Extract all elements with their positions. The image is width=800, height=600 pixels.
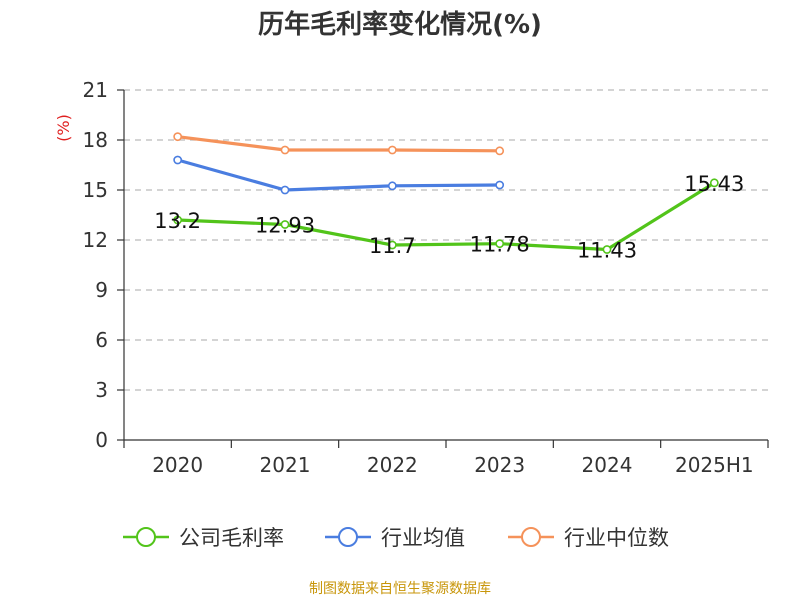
data-label: 11.43 xyxy=(577,239,637,263)
data-point xyxy=(173,132,183,142)
y-tick-label: 6 xyxy=(95,328,108,352)
data-point xyxy=(387,145,397,155)
data-point xyxy=(173,215,183,225)
legend-marker xyxy=(136,527,156,547)
y-tick-label: 12 xyxy=(83,228,108,252)
data-point xyxy=(602,245,612,254)
x-axis-ticks: 2020 2021 2022 2023 2024 2025H1 xyxy=(123,440,769,477)
x-tick-label: 2023 xyxy=(474,453,525,477)
chart-title: 历年毛利率变化情况(%) xyxy=(258,10,542,40)
series-line xyxy=(177,158,500,192)
x-tick-label: 2020 xyxy=(152,453,203,477)
y-tick-label: 9 xyxy=(95,278,108,302)
data-point xyxy=(280,145,290,155)
data-point xyxy=(495,146,505,156)
series-line xyxy=(177,181,716,252)
data-point xyxy=(387,240,397,250)
y-axis-unit-label: (%) xyxy=(54,114,73,142)
series-group xyxy=(173,132,719,254)
x-tick-label: 2022 xyxy=(367,453,418,477)
y-tick-label: 3 xyxy=(95,378,108,402)
data-point xyxy=(280,185,290,195)
x-tick-label: 2025H1 xyxy=(675,453,754,477)
y-tick-label: 0 xyxy=(95,428,108,452)
data-label: 11.78 xyxy=(470,233,530,257)
series-line xyxy=(177,135,500,153)
y-tick-label: 18 xyxy=(83,128,108,152)
legend: 公司毛利率 行业均值 行业中位数 xyxy=(123,526,669,550)
data-point xyxy=(495,180,505,190)
data-point xyxy=(173,155,183,165)
legend-marker xyxy=(338,527,358,547)
y-axis-ticks: 0 3 6 9 12 15 18 21 xyxy=(83,78,124,452)
data-point xyxy=(495,239,505,249)
data-point xyxy=(709,178,719,188)
legend-label: 公司毛利率 xyxy=(179,526,284,550)
x-tick-label: 2024 xyxy=(582,453,633,477)
data-point xyxy=(387,181,397,191)
data-point xyxy=(280,220,290,229)
x-tick-label: 2021 xyxy=(260,453,311,477)
y-tick-label: 21 xyxy=(83,78,108,102)
data-label: 13.2 xyxy=(154,209,201,233)
grid-lines xyxy=(124,89,768,391)
data-label: 11.7 xyxy=(369,234,416,258)
legend-marker xyxy=(521,527,541,547)
data-labels: 13.2 12.93 11.7 11.78 11.43 15.43 xyxy=(154,172,744,263)
legend-label: 行业中位数 xyxy=(564,526,669,550)
data-label: 12.93 xyxy=(255,214,315,238)
source-note: 制图数据来自恒生聚源数据库 xyxy=(309,581,491,597)
legend-label: 行业均值 xyxy=(381,526,465,550)
y-tick-label: 15 xyxy=(83,178,108,202)
data-label: 15.43 xyxy=(684,172,744,196)
